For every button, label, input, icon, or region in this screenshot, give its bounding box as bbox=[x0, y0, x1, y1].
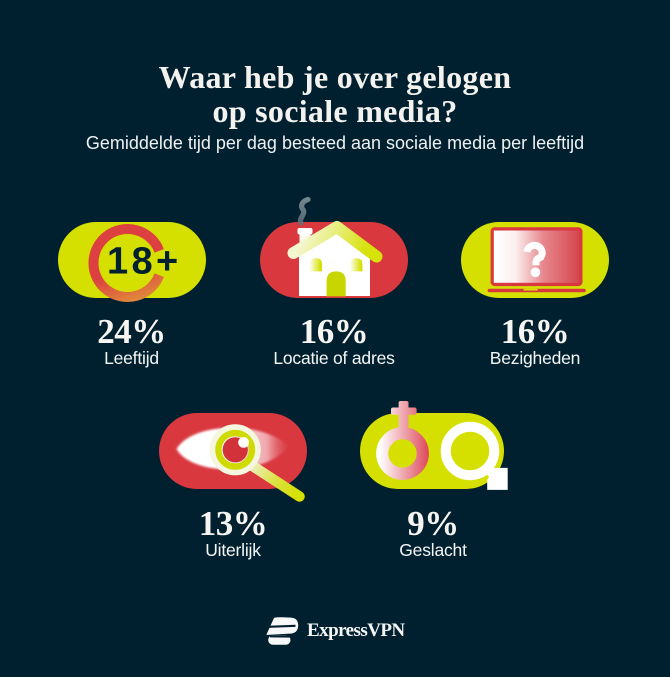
svg-text:18+: 18+ bbox=[107, 240, 182, 282]
